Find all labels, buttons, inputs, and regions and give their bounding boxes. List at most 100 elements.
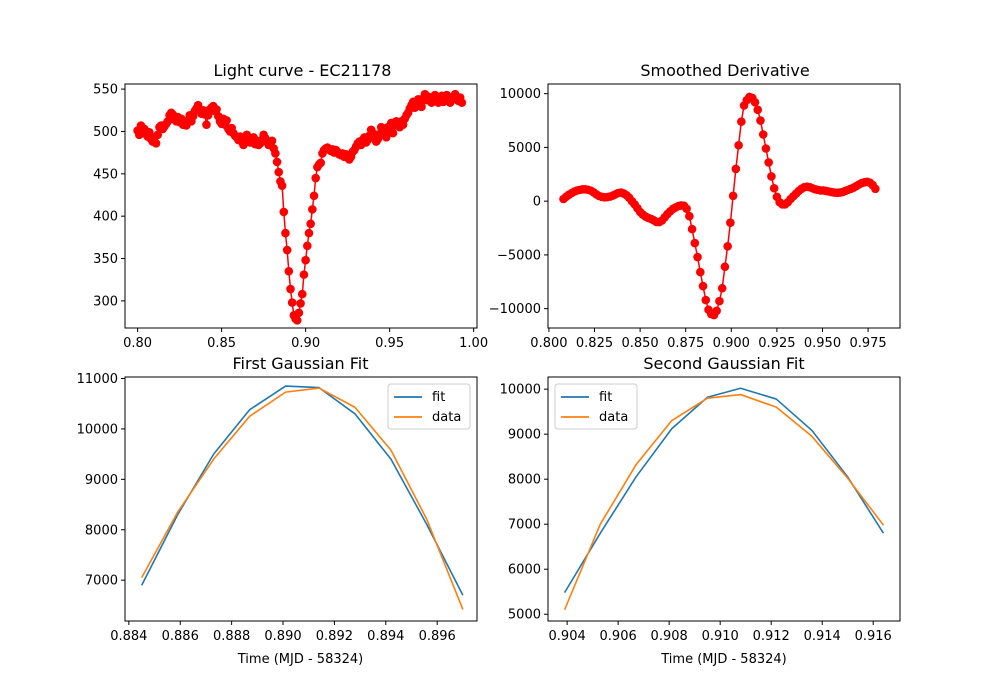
- second-gaussian-legend: fit data: [554, 383, 638, 430]
- second-gaussian-title: Second Gaussian Fit: [643, 354, 804, 373]
- lightcurve-ytick-label: 350: [93, 252, 118, 267]
- lightcurve-data-point: [267, 136, 277, 146]
- derivative-ytick-label: 10000: [500, 87, 541, 102]
- lightcurve-xtick-label: 0.95: [375, 336, 404, 351]
- lightcurve-data-point: [309, 191, 319, 201]
- lightcurve-data-point: [417, 102, 426, 112]
- derivative-ytick-label: −5000: [497, 248, 541, 263]
- second-gaussian-marks: [563, 387, 885, 611]
- lightcurve-data-point: [294, 308, 304, 318]
- gauss2-ytick-label: 9000: [508, 428, 541, 443]
- lightcurve-ytick-label: 550: [93, 83, 118, 98]
- gauss1-xtick-label: 0.896: [419, 629, 456, 644]
- derivative-data-point: [712, 306, 721, 316]
- gauss2-xtick-label: 0.906: [600, 629, 637, 644]
- derivative-data-point: [769, 183, 779, 193]
- lightcurve-data-point: [381, 133, 391, 142]
- light-curve-title: Light curve - EC21178: [214, 61, 392, 80]
- lightcurve-xtick-label: 0.90: [291, 336, 320, 351]
- gauss1-xtick-label: 0.890: [264, 629, 301, 644]
- gauss2-xtick-label: 0.916: [855, 629, 892, 644]
- second-gaussian-ticks: 0.904 0.906 0.908 0.910 0.912 0.914 0.916 5000 6…: [500, 383, 892, 644]
- panel-light-curve: Light curve - EC21178 0.80 0.85 0.90 0.95 1.…: [93, 61, 488, 351]
- lightcurve-data-point: [457, 98, 467, 107]
- derivative-axes-frame: [547, 83, 901, 329]
- lightcurve-data-point: [239, 140, 248, 150]
- lightcurve-data-point: [153, 130, 163, 140]
- gauss1-xtick-label: 0.884: [110, 629, 147, 644]
- derivative-data-point: [734, 140, 743, 150]
- gauss2-xtick-label: 0.914: [804, 629, 841, 644]
- derivative-data-point: [753, 105, 763, 115]
- gauss1-xtick-label: 0.894: [367, 629, 404, 644]
- gauss2-ytick-label: 7000: [508, 518, 541, 533]
- lightcurve-ytick-label: 450: [93, 167, 118, 182]
- gauss1-ytick-label: 7000: [85, 574, 118, 589]
- gauss2-xtick-label: 0.912: [753, 629, 790, 644]
- gauss1-xtick-label: 0.888: [213, 629, 250, 644]
- derivative-data-point: [764, 158, 773, 167]
- first-gaussian-title: First Gaussian Fit: [232, 354, 368, 373]
- gauss2-ytick-label: 8000: [508, 473, 541, 488]
- derivative-xtick-label: 0.950: [804, 336, 841, 351]
- panel-smoothed-derivative: Smoothed Derivative 0.800 0.825 0.850 0.875…: [489, 61, 901, 351]
- derivative-data-point: [720, 262, 730, 272]
- derivative-data-point: [761, 144, 771, 153]
- derivative-data-point: [758, 130, 768, 139]
- derivative-data-point: [767, 172, 776, 181]
- lightcurve-data-point: [151, 139, 161, 148]
- derivative-xtick-label: 0.900: [713, 336, 750, 351]
- derivative-data-point: [701, 295, 711, 305]
- lightcurve-xtick-label: 0.85: [207, 336, 236, 351]
- derivative-ytick-label: −10000: [489, 302, 541, 317]
- derivative-data-point: [871, 184, 880, 194]
- lightcurve-data-point: [212, 105, 221, 114]
- derivative-data-point: [693, 252, 702, 262]
- gauss2-ytick-label: 10000: [500, 383, 541, 398]
- derivative-marks: [559, 92, 880, 320]
- lightcurve-ytick-label: 300: [93, 294, 118, 309]
- lightcurve-data-point: [292, 316, 302, 325]
- light-curve-axes-frame: [124, 83, 478, 329]
- lightcurve-data-point: [388, 128, 398, 138]
- gauss1-ytick-label: 8000: [85, 523, 118, 538]
- panel-second-gaussian-fit: Second Gaussian Fit 0.904 0.906 0.908 0.910…: [500, 354, 901, 667]
- lightcurve-data-point: [284, 266, 294, 276]
- first-gaussian-marks: [140, 385, 464, 610]
- derivative-data-point: [723, 242, 732, 251]
- lightcurve-xtick-label: 0.80: [123, 336, 152, 351]
- lightcurve-data-point: [271, 149, 280, 158]
- gauss1-xtick-label: 0.892: [316, 629, 353, 644]
- gauss2-ytick-label: 6000: [508, 563, 541, 578]
- derivative-data-point: [717, 283, 727, 293]
- lightcurve-data-point: [282, 245, 292, 255]
- first-gaussian-axes-frame: [124, 376, 478, 622]
- derivative-xtick-label: 0.825: [576, 336, 613, 351]
- light-curve-ticks: 0.80 0.85 0.90 0.95 1.00 300 350 400 450 500 550: [93, 83, 488, 351]
- gauss2-fit-line: [563, 387, 885, 594]
- lightcurve-data-point: [272, 157, 282, 167]
- lightcurve-data-point: [306, 219, 315, 229]
- lightcurve-data-point: [274, 167, 284, 177]
- gauss1-xtick-label: 0.886: [162, 629, 199, 644]
- gauss1-ytick-label: 9000: [85, 473, 118, 488]
- derivative-data-point: [726, 218, 735, 227]
- derivative-data-point: [682, 204, 691, 213]
- derivative-xtick-label: 0.975: [849, 336, 886, 351]
- derivative-data-point: [687, 224, 697, 234]
- lightcurve-data-point: [281, 228, 290, 238]
- gauss1-ytick-label: 11000: [77, 372, 118, 387]
- derivative-data-point: [756, 116, 765, 125]
- lightcurve-data-point: [296, 299, 305, 308]
- derivative-ytick-label: 5000: [508, 141, 541, 156]
- derivative-data-point: [731, 164, 741, 174]
- gauss2-data-line: [563, 393, 885, 611]
- lightcurve-data-point: [316, 158, 326, 168]
- lightcurve-ytick-label: 400: [93, 210, 118, 225]
- gauss2-xtick-label: 0.904: [549, 629, 586, 644]
- derivative-data-point: [750, 97, 760, 107]
- light-curve-marks: [133, 89, 467, 325]
- derivative-data-point: [728, 191, 738, 201]
- lightcurve-ytick-label: 500: [93, 125, 118, 140]
